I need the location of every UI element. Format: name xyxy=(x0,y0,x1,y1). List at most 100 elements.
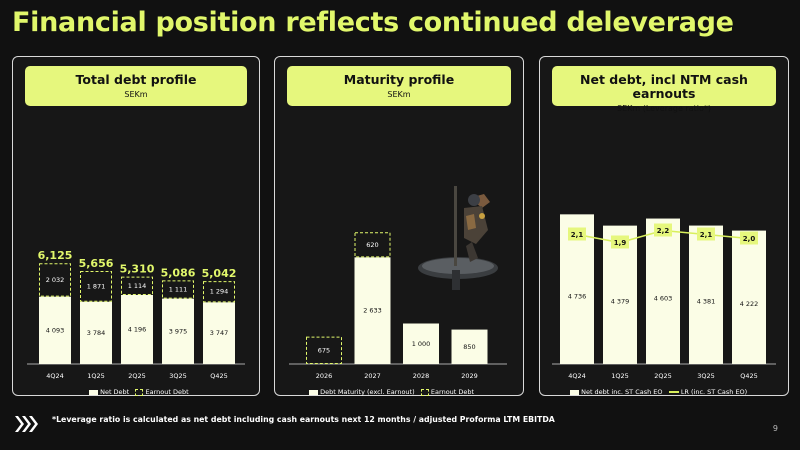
total-debt-label: 6,125 xyxy=(38,249,73,262)
net-debt-bar xyxy=(203,302,235,364)
x-tick-label: 1Q25 xyxy=(611,372,629,380)
net-debt-subtitle: SEKm (Leverage ratio*) xyxy=(616,104,712,113)
net-debt-header: Net debt, incl NTM cash earnouts SEKm (L… xyxy=(552,66,776,113)
x-tick-label: 2Q25 xyxy=(654,372,672,380)
net-debt-bar xyxy=(80,301,112,364)
debt-maturity-label: 2 633 xyxy=(363,307,382,315)
x-tick-label: 2026 xyxy=(316,372,333,380)
net-debt-bar xyxy=(689,225,723,364)
total-debt-header: Total debt profile SEKm xyxy=(25,66,247,106)
total-debt-title: Total debt profile xyxy=(75,72,197,87)
page-title: Financial position reflects continued de… xyxy=(12,7,734,38)
x-tick-label: Q425 xyxy=(740,372,758,380)
net-debt-label: 4 379 xyxy=(611,298,630,306)
total-debt-label: 5,042 xyxy=(202,267,237,280)
debt-maturity-bar xyxy=(403,323,439,364)
net-debt-bar xyxy=(603,225,637,364)
leverage-ratio-marker xyxy=(740,231,758,245)
leverage-ratio-marker xyxy=(568,227,586,241)
armored-knight-figure xyxy=(418,186,498,290)
legend-swatch-earnout xyxy=(135,388,144,396)
legend-swatch-debt-maturity xyxy=(309,389,318,395)
maturity-header: Maturity profile SEKm xyxy=(287,66,511,106)
earnout-debt-label: 2 032 xyxy=(46,276,65,284)
legend-swatch-net-debt-bar xyxy=(570,389,579,395)
legend-label-net-debt: Net Debt xyxy=(100,388,130,396)
net-debt-label: 4 093 xyxy=(46,326,65,334)
total-debt-label: 5,656 xyxy=(79,257,114,270)
x-tick-label: 2028 xyxy=(413,372,430,380)
total-debt-panel: Total debt profile SEKm 4 093 2 032 6,125 4… xyxy=(12,56,260,396)
total-debt-subtitle: SEKm xyxy=(124,90,148,99)
total-debt-label: 5,086 xyxy=(161,266,196,279)
x-tick-label: 2029 xyxy=(461,372,478,380)
leverage-ratio-marker xyxy=(654,223,672,237)
legend-label-leverage: LR (inc. ST Cash EO) xyxy=(680,388,748,396)
leverage-ratio-label: 1,9 xyxy=(614,239,627,247)
net-debt-label: 4 196 xyxy=(128,325,147,333)
net-debt-bar xyxy=(39,296,71,364)
net-debt-label: 4 222 xyxy=(740,300,759,308)
net-debt-legend: Net debt inc. ST Cash EO LR (inc. ST Cas… xyxy=(570,388,747,396)
leverage-ratio-marker xyxy=(611,235,629,249)
net-debt-panel: Net debt, incl NTM cash earnouts SEKm (L… xyxy=(539,56,789,396)
net-debt-bar xyxy=(121,294,153,364)
legend-swatch-net-debt xyxy=(89,389,98,395)
x-tick-label: 3Q25 xyxy=(169,372,187,380)
net-debt-bar xyxy=(162,298,194,364)
net-debt-label: 3 975 xyxy=(169,327,188,335)
x-tick-label: 1Q25 xyxy=(87,372,105,380)
maturity-title: Maturity profile xyxy=(343,72,455,87)
company-logo-icon xyxy=(15,416,38,432)
debt-maturity-bar xyxy=(354,257,391,364)
leverage-ratio-label: 2,0 xyxy=(743,235,756,243)
earnout-debt-bar xyxy=(203,281,235,303)
leverage-ratio-label: 2,1 xyxy=(700,231,713,239)
leverage-ratio-label: 2,1 xyxy=(571,231,584,239)
leverage-ratio-label: 2,2 xyxy=(657,227,670,235)
legend-label-earnout-debt: Earnout Debt xyxy=(430,388,475,396)
net-debt-label: 4 381 xyxy=(697,298,716,306)
maturity-legend: Debt Maturity (excl. Earnout) Earnout De… xyxy=(309,388,474,396)
maturity-chart: 675 2026 2 633 620 2027 1 000 2028 850 2029 xyxy=(289,232,507,380)
leverage-ratio-marker xyxy=(697,227,715,241)
debt-maturity-label: 1 000 xyxy=(412,340,431,348)
net-debt-bar xyxy=(732,230,766,364)
earnout-debt-label: 1 871 xyxy=(87,282,106,290)
legend-swatch-earnout-debt xyxy=(420,388,429,396)
debt-maturity-bar xyxy=(451,329,488,364)
total-debt-label: 5,310 xyxy=(120,263,155,276)
x-tick-label: 3Q25 xyxy=(697,372,715,380)
x-tick-label: 2Q25 xyxy=(128,372,146,380)
earnout-debt-bar xyxy=(121,276,153,295)
legend-label-earnout: Earnout Debt xyxy=(145,388,189,396)
net-debt-label: 4 603 xyxy=(654,295,673,303)
x-tick-label: 4Q24 xyxy=(568,372,586,380)
earnout-debt-bar xyxy=(39,263,71,297)
earnout-debt-label: 1 111 xyxy=(169,285,188,293)
x-tick-label: Q425 xyxy=(210,372,228,380)
earnout-debt-bar xyxy=(306,336,342,365)
legend-label-net-debt-bar: Net debt inc. ST Cash EO xyxy=(581,388,663,396)
debt-maturity-label: 850 xyxy=(463,343,475,351)
earnout-debt-label: 1 114 xyxy=(128,282,147,290)
earnout-debt-label: 620 xyxy=(366,241,378,249)
earnout-debt-label: 1 294 xyxy=(210,288,229,296)
net-debt-label: 3 747 xyxy=(210,329,229,337)
net-debt-bar xyxy=(646,218,680,364)
earnout-debt-bar xyxy=(80,270,112,302)
net-debt-label: 4 736 xyxy=(568,293,587,301)
earnout-debt-bar xyxy=(354,232,391,258)
earnout-debt-label: 675 xyxy=(318,346,330,354)
page-number: 9 xyxy=(772,424,778,433)
legend-line-leverage xyxy=(668,391,679,393)
x-tick-label: 2027 xyxy=(364,372,381,380)
footnote: *Leverage ratio is calculated as net deb… xyxy=(52,415,555,424)
total-debt-legend: Net Debt Earnout Debt xyxy=(89,388,189,396)
net-debt-chart: 4 736 4Q24 4 379 1Q25 4 603 2Q25 4 381 3Q25 4 22… xyxy=(552,214,776,380)
earnout-debt-bar xyxy=(162,280,194,299)
maturity-subtitle: SEKm xyxy=(387,90,411,99)
x-tick-label: 4Q24 xyxy=(46,372,64,380)
total-debt-chart: 4 093 2 032 6,125 4Q24 3 784 1 871 5,656 1Q25 4 … xyxy=(27,249,245,380)
legend-label-debt-maturity: Debt Maturity (excl. Earnout) xyxy=(320,388,415,396)
